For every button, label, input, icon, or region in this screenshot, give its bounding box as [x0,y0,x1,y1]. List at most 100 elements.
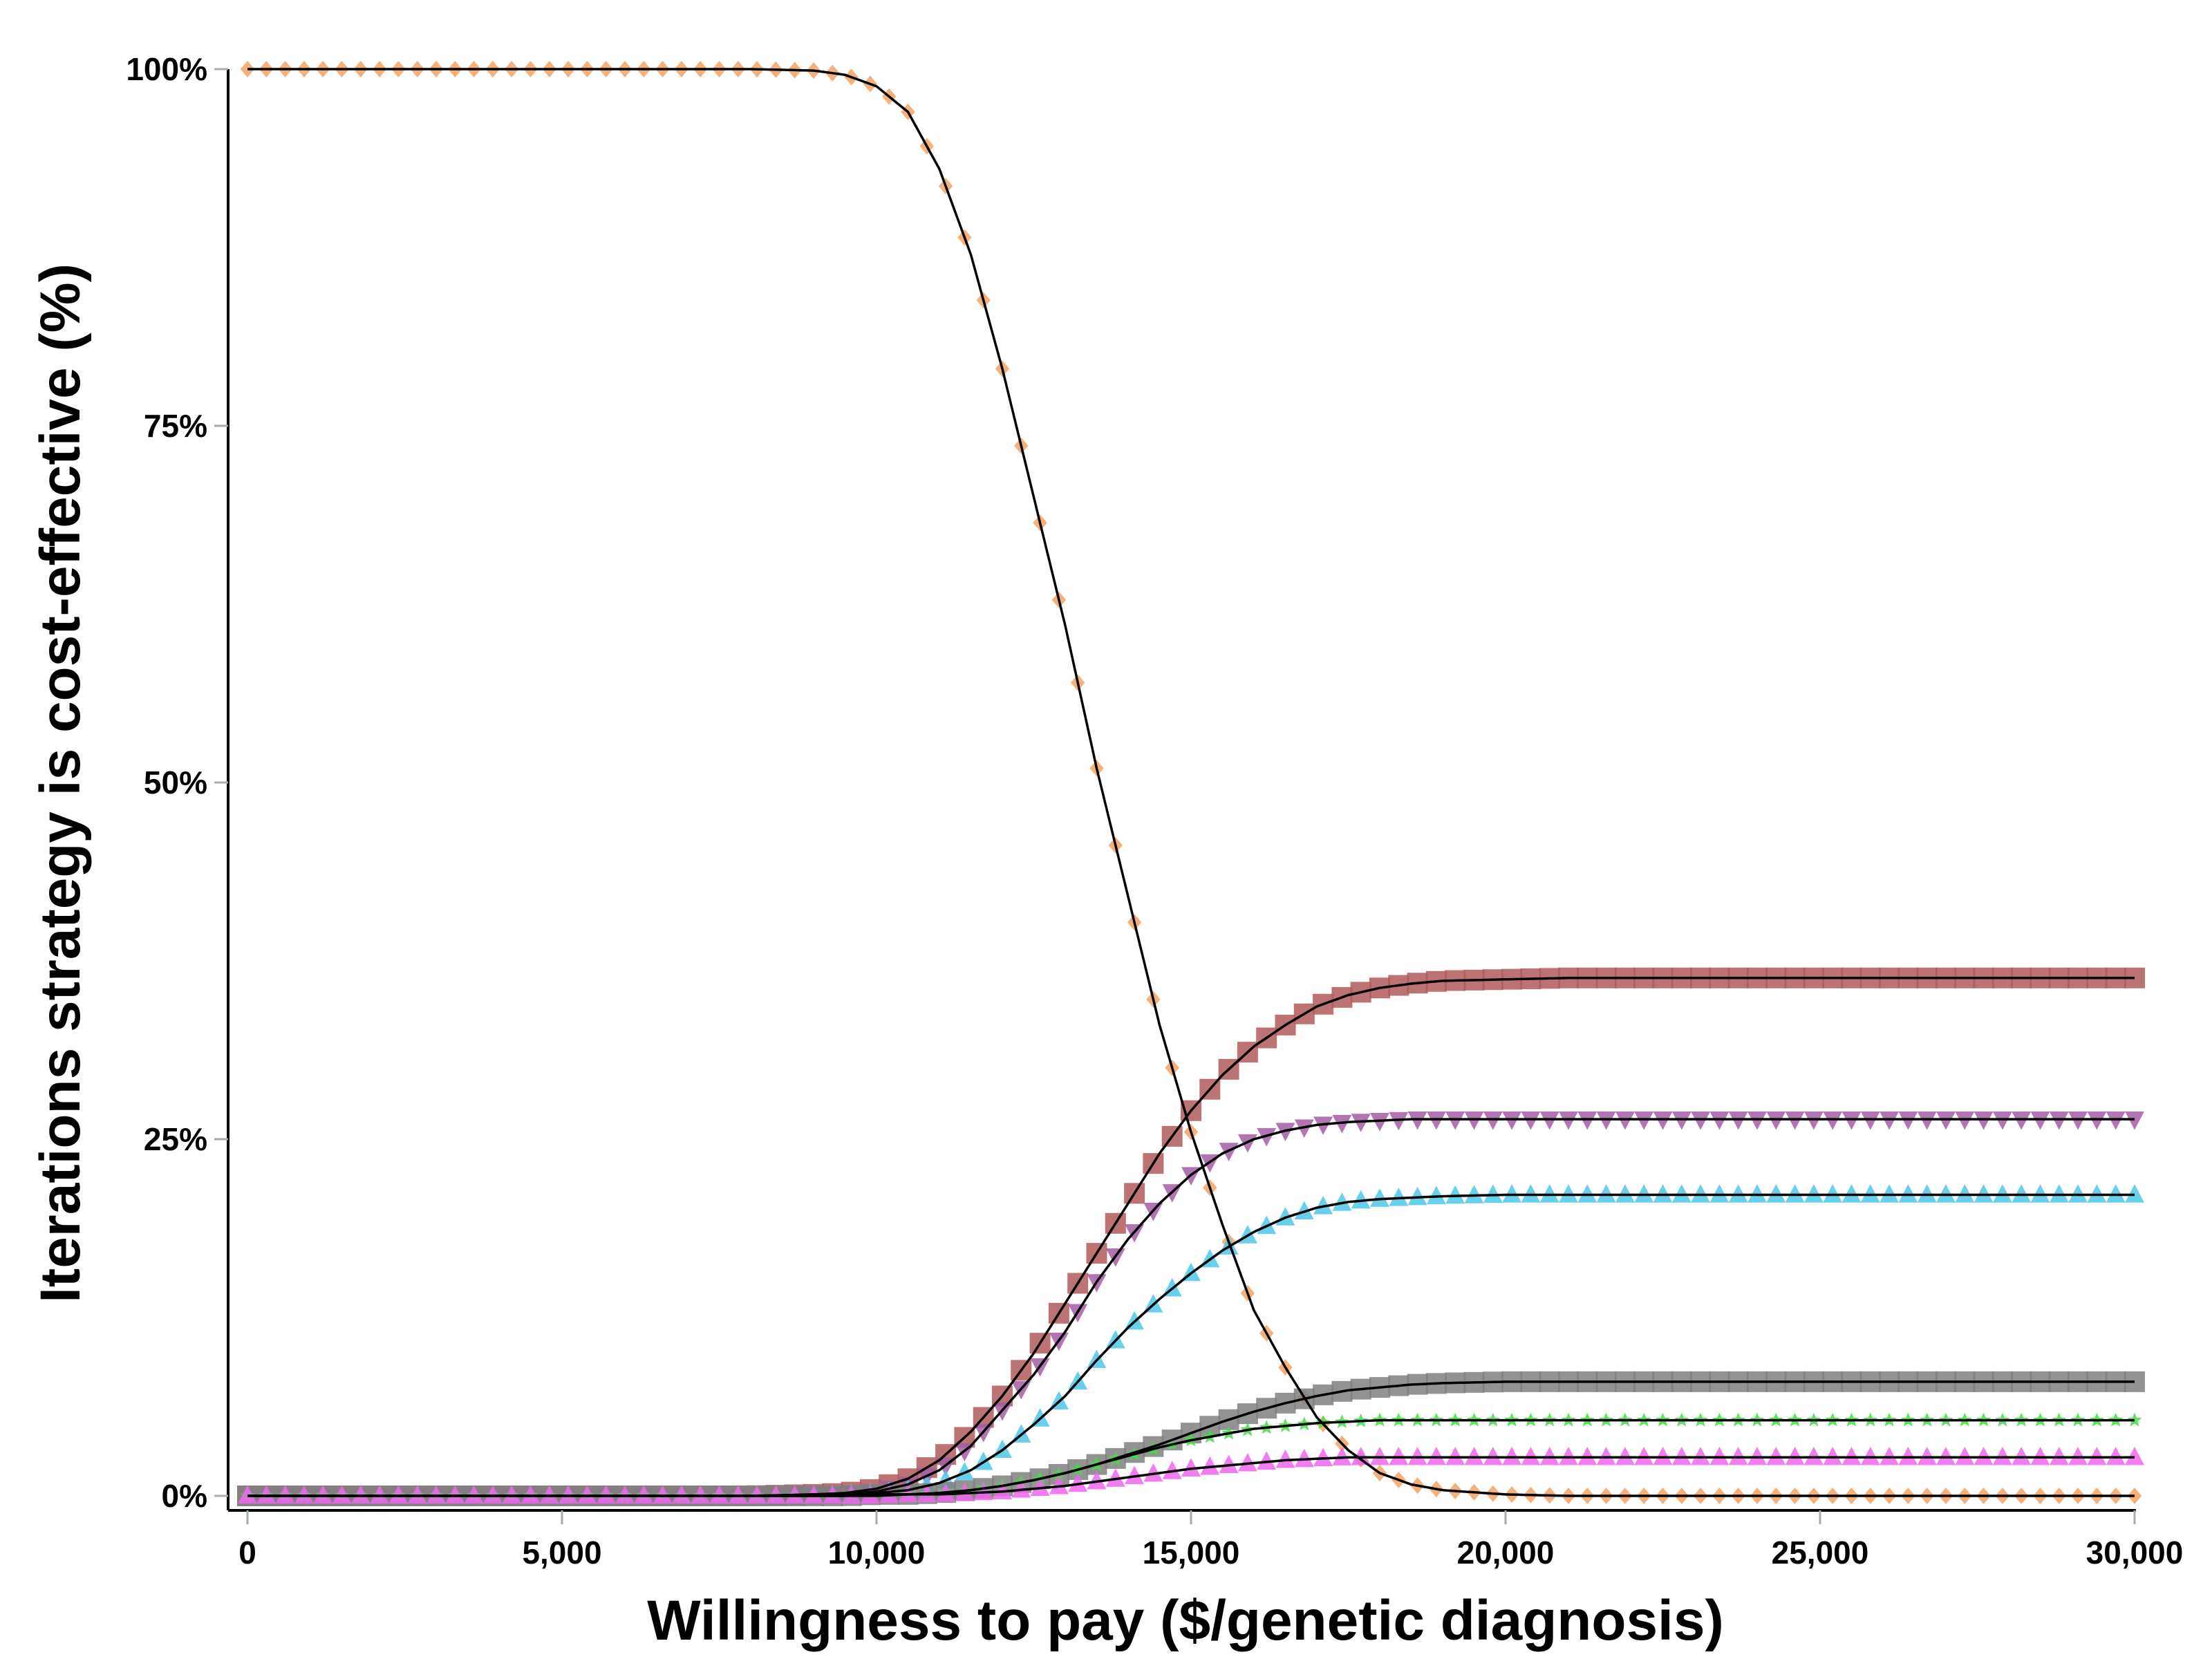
series-3-marker [1332,1192,1352,1211]
series-0-line [247,68,2135,1497]
series-2-marker [1445,1111,1465,1130]
series-6-marker [2012,1446,2032,1465]
series-6-marker [1332,1447,1352,1465]
series-2-marker [2012,1111,2032,1130]
series-6-marker [350,1485,371,1504]
series-3-marker [1823,1184,1843,1203]
series-6-marker [1049,1475,1069,1494]
series-2-marker [1539,1111,1559,1130]
series-3-marker [1634,1184,1654,1203]
series-6-marker [1936,1446,1956,1465]
series-6-marker [728,1485,748,1504]
series-6-marker [1615,1446,1635,1465]
x-tick-label: 10,000 [828,1535,926,1571]
x-tick-label: 5,000 [522,1535,601,1571]
series-6-marker [1162,1461,1182,1479]
series-3-marker [1521,1184,1541,1203]
x-tick-label: 30,000 [2086,1535,2184,1571]
series-3-marker [1445,1185,1465,1204]
series-3-marker [1502,1184,1522,1203]
series-6-marker [1389,1446,1409,1465]
series-3-marker [1974,1184,1994,1203]
series-3-marker [2087,1184,2107,1203]
series-6-marker [370,1485,390,1504]
series-6-marker [1974,1446,1994,1465]
series-6-marker [1671,1446,1691,1465]
series-2-marker [1766,1111,1786,1130]
series-3-marker [1464,1185,1484,1203]
series-6-marker [653,1485,673,1504]
series-2-marker [1596,1111,1616,1130]
series-6-marker [1539,1446,1559,1465]
series-6-marker [559,1485,579,1504]
series-3-marker [1351,1190,1371,1209]
series-6-marker [502,1485,522,1504]
series-3-marker [1596,1184,1616,1203]
series-3-marker [1992,1184,2012,1203]
series-6-marker [445,1485,465,1504]
series-6-marker [1257,1451,1277,1470]
series-6-marker [993,1481,1012,1500]
series-6-marker [2068,1446,2088,1465]
series-3-marker [1936,1184,1956,1203]
lines-layer [247,68,2135,1497]
series-2-marker [1671,1111,1691,1130]
series-2-marker [1464,1111,1484,1130]
markers-layer [237,61,2145,1507]
series-6-marker [2106,1446,2126,1465]
series-2-marker [1521,1111,1541,1130]
series-3-marker [1841,1184,1862,1203]
series-6-marker [1992,1446,2012,1465]
series-6-marker [294,1485,314,1504]
series-6-marker [1502,1446,1522,1465]
series-6-marker [1125,1465,1145,1485]
series-2-marker [1860,1111,1880,1130]
series-6-marker [539,1485,559,1504]
series-6-marker [1653,1446,1673,1465]
series-6-marker [1483,1446,1503,1465]
series-6-marker [691,1485,711,1504]
series-2-marker [1880,1111,1900,1130]
series-6-marker [1880,1446,1900,1465]
series-2-marker [1483,1111,1503,1130]
series-2-marker [1615,1111,1635,1130]
series-2-marker [1407,1111,1427,1130]
series-2-marker [2106,1111,2126,1130]
series-3-marker [1389,1188,1409,1206]
series-6-marker [1803,1446,1824,1465]
series-3-marker [1294,1201,1314,1220]
axes-layer [227,69,2136,1512]
series-6-marker [521,1485,541,1504]
series-6-marker [1634,1446,1654,1465]
series-6-line [247,1456,2135,1497]
series-6-marker [615,1485,635,1504]
series-6-marker [1955,1446,1975,1465]
series-2-marker [1709,1111,1730,1130]
series-6-marker [1351,1446,1371,1465]
series-3-marker [1691,1184,1711,1203]
series-6-marker [1709,1446,1730,1465]
series-6-marker [1785,1446,1805,1465]
series-2-marker [1747,1111,1767,1130]
series-3-marker [1615,1184,1635,1203]
series-2-marker [1237,1134,1257,1153]
series-6-marker [1841,1446,1862,1465]
series-6-marker [1237,1452,1257,1472]
series-3-marker [2049,1184,2069,1203]
series-3-marker [1257,1215,1277,1235]
series-2-marker [1974,1111,1994,1130]
series-6-marker [577,1485,597,1504]
series-2-marker [1823,1111,1843,1130]
series-6-marker [898,1483,918,1503]
series-6-marker [388,1485,409,1504]
series-6-marker [275,1485,295,1504]
series-3-marker [1539,1184,1559,1203]
series-2-marker [1313,1116,1333,1135]
series-6-marker [1275,1450,1295,1468]
series-6-marker [1087,1470,1107,1490]
series-6-marker [1105,1468,1125,1487]
series-3-marker [1728,1184,1748,1203]
series-6-marker [2049,1446,2069,1465]
ticks-layer: 0% 25% 50% 75% 100% 0 5,000 10,000 15,000 20,000 2… [126,51,2183,1571]
